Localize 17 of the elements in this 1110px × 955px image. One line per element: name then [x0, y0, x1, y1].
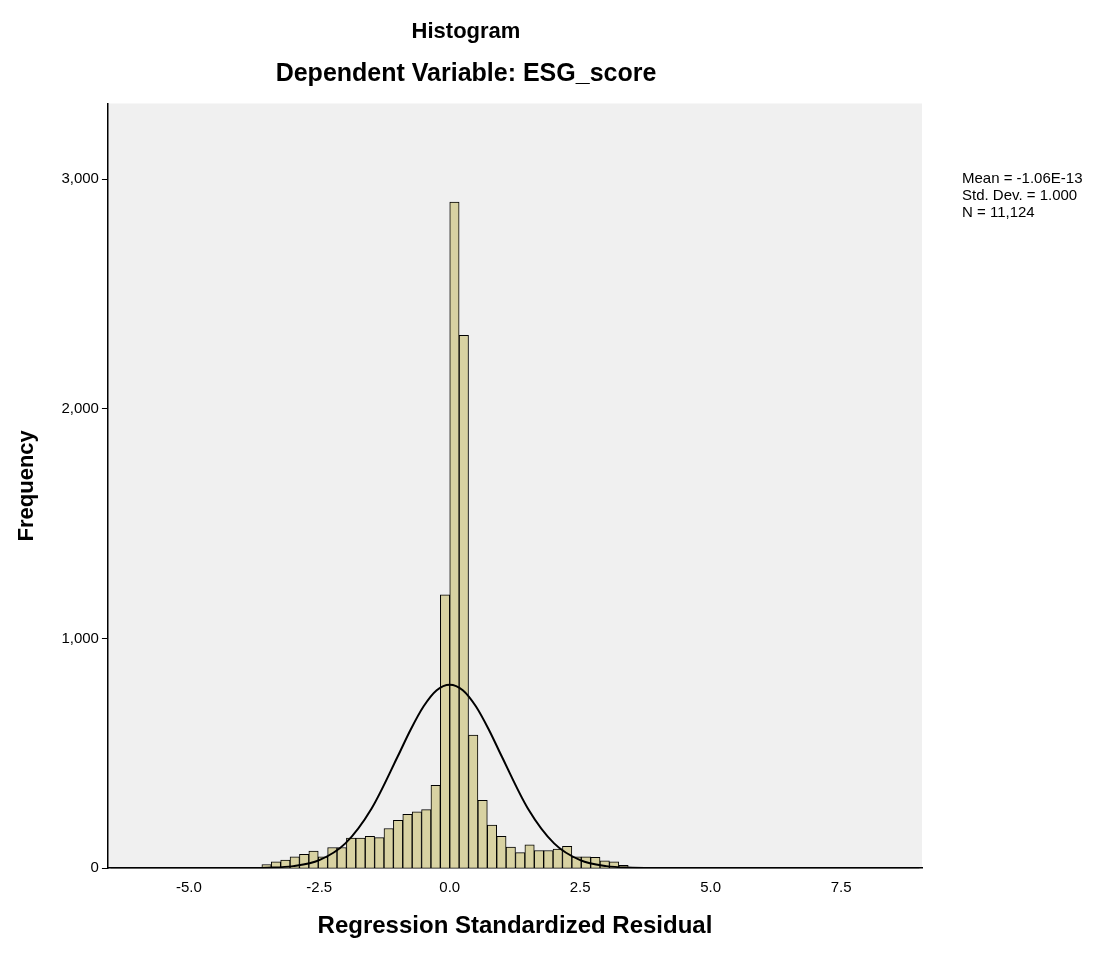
x-tick-label: 5.0	[700, 878, 722, 896]
x-tick-label: -2.5	[306, 878, 333, 896]
y-tick-label: 3,000	[61, 169, 99, 187]
y-axis-title: Frequency	[13, 429, 39, 542]
text: Mean = -1.06E-13	[962, 169, 1083, 187]
x-tick-label: 7.5	[830, 878, 852, 896]
x-tick-label: 2.5	[569, 878, 591, 896]
text: Std. Dev. = 1.000	[962, 186, 1078, 204]
x-axis-title: Regression Standardized Residual	[317, 911, 713, 939]
chart-subtitle: Dependent Variable: ESG_score	[275, 58, 657, 87]
y-tick-label: 0	[90, 858, 99, 876]
x-tick-label: -5.0	[175, 878, 202, 896]
text: N = 11,124	[962, 203, 1035, 221]
x-tick-label: 0.0	[439, 878, 461, 896]
y-tick-label: 2,000	[61, 399, 99, 416]
chart-title: Histogram	[411, 18, 521, 44]
y-tick-label: 1,000	[61, 628, 99, 646]
